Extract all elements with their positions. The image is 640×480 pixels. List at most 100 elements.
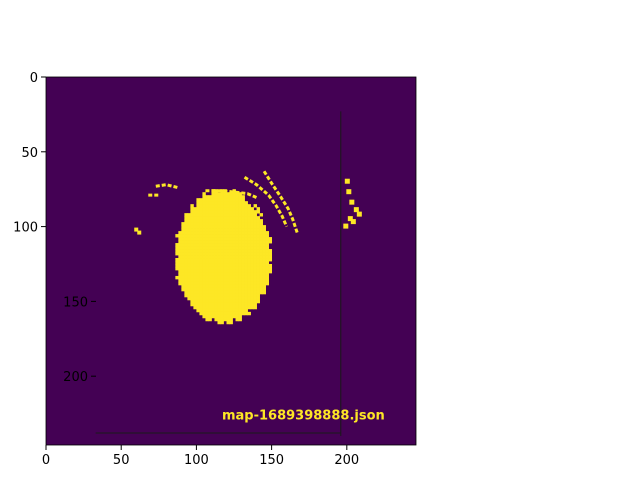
heatmap-cell: [259, 258, 263, 262]
heatmap-cell: [223, 204, 227, 208]
heatmap-cell: [214, 278, 218, 283]
x-tick-label: 50: [113, 453, 130, 468]
heatmap-cell: [193, 281, 197, 286]
heatmap-cell: [226, 290, 230, 295]
heatmap-cell: [223, 258, 227, 262]
heatmap-cell: [208, 287, 212, 292]
heatmap-cell: [235, 266, 239, 271]
heatmap-cell: [229, 192, 233, 196]
heatmap-cell: [256, 299, 260, 304]
heatmap-cell: [211, 255, 215, 259]
heatmap-cell: [196, 219, 200, 223]
heatmap-cell: [223, 210, 227, 214]
heatmap-cell: [244, 216, 248, 220]
heatmap-cell: [199, 281, 203, 286]
heatmap-cell: [202, 275, 206, 280]
map-filename-label: map-1689398888.json: [222, 409, 385, 424]
heatmap-cell: [217, 213, 221, 217]
heatmap-cell: [196, 225, 200, 229]
heatmap-cell: [205, 284, 209, 289]
heatmap-cell: [253, 204, 257, 208]
heatmap-cell: [229, 252, 233, 256]
heatmap-cell: [211, 296, 215, 301]
heatmap-cell: [256, 290, 260, 295]
heatmap-cell: [211, 302, 215, 307]
heatmap-cell: [187, 275, 191, 280]
heatmap-cell: [232, 189, 236, 193]
heatmap-cell: [181, 249, 185, 253]
heatmap-cell: [199, 231, 203, 235]
heatmap-cell: [202, 210, 206, 214]
heatmap-cell: [250, 302, 254, 307]
heatmap-cell: [250, 216, 254, 220]
heatmap-cell: [199, 213, 203, 217]
heatmap-cell: [214, 266, 218, 271]
heatmap-cell: [187, 266, 191, 271]
heatmap-cell: [208, 237, 212, 241]
heatmap-cell: [229, 281, 233, 286]
heatmap-cell: [220, 234, 224, 238]
heatmap-cell: [202, 252, 206, 256]
heatmap-cell: [238, 219, 242, 223]
heatmap-cell: [220, 213, 224, 217]
heatmap-cell: [178, 255, 182, 259]
heatmap-cell: [214, 213, 218, 217]
heatmap-cell: [250, 219, 254, 223]
heatmap-cell: [190, 275, 194, 280]
heatmap-cell: [256, 249, 260, 253]
heatmap-cell: [235, 290, 239, 295]
heatmap-cell: [205, 275, 209, 280]
heatmap-cell: [214, 311, 218, 316]
heatmap-cell: [250, 275, 254, 280]
heatmap-cell: [226, 320, 230, 325]
heatmap-cell: [235, 237, 239, 241]
heatmap-cell: [253, 278, 257, 283]
heatmap-cell: [196, 266, 200, 271]
heatmap-cell: [223, 317, 227, 322]
heatmap-cell: [262, 255, 266, 259]
heatmap-cell: [184, 258, 188, 262]
heatmap-cell: [265, 263, 270, 268]
heatmap-cell: [235, 213, 239, 217]
heatmap-cell: [238, 305, 242, 310]
heatmap-cell: [229, 266, 233, 271]
heatmap-cell: [202, 237, 206, 241]
heatmap-cell: [223, 195, 227, 199]
heatmap-cell: [205, 201, 209, 205]
heatmap-arc: [243, 175, 289, 228]
heatmap-cell: [202, 240, 206, 244]
heatmap-cell: [196, 284, 200, 289]
heatmap-cell: [241, 261, 245, 265]
heatmap-cell: [232, 275, 236, 280]
heatmap-cell: [259, 263, 263, 268]
heatmap-cell: [217, 219, 221, 223]
heatmap-cell: [214, 246, 218, 250]
heatmap-cell: [202, 263, 206, 268]
heatmap-cell: [232, 299, 236, 304]
heatmap-cell: [238, 240, 242, 244]
heatmap-cell: [211, 210, 215, 214]
heatmap-cell: [208, 317, 212, 322]
heatmap-cell: [241, 228, 245, 232]
heatmap-cell: [181, 228, 185, 232]
heatmap-cell: [259, 275, 263, 280]
heatmap-cell: [223, 311, 227, 316]
heatmap-cell: [226, 246, 230, 250]
heatmap-cell: [178, 278, 182, 283]
heatmap-cell: [202, 261, 206, 265]
heatmap-cell: [238, 225, 242, 229]
heatmap-cell: [256, 237, 260, 241]
heatmap-cell: [226, 311, 230, 316]
heatmap-cell: [199, 287, 203, 292]
heatmap-cell: [205, 213, 209, 217]
heatmap-cell: [205, 308, 209, 313]
heatmap-cell: [196, 243, 200, 247]
heatmap-cell: [196, 308, 200, 313]
heatmap-cell: [223, 198, 227, 202]
heatmap-cell: [232, 222, 236, 226]
heatmap-cell: [220, 320, 224, 325]
heatmap-cell: [196, 210, 200, 214]
heatmap-cell: [187, 278, 191, 283]
heatmap-cell: [229, 249, 233, 253]
heatmap-cell: [262, 243, 266, 247]
